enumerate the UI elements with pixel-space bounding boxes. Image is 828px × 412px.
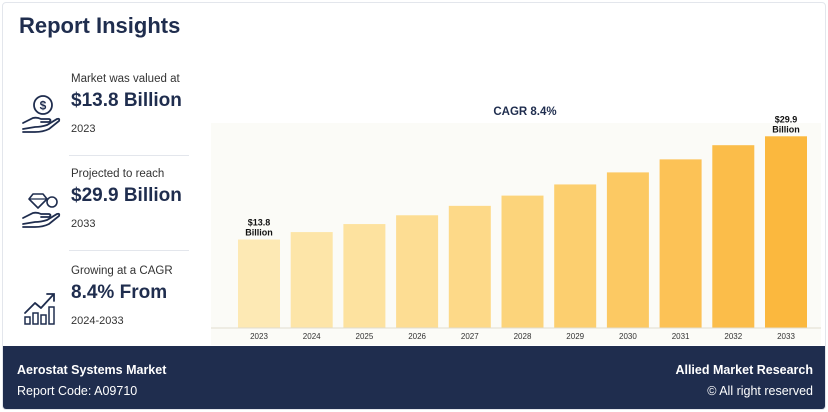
brand-name: Allied Market Research (675, 363, 813, 377)
report-name: Aerostat Systems Market (17, 363, 167, 377)
x-tick-label: 2027 (461, 332, 479, 341)
stat-projected-value: Projected to reach $29.9 Billion 2033 (19, 168, 189, 258)
divider (69, 250, 189, 251)
divider (69, 155, 189, 156)
bar-2024 (290, 232, 333, 328)
x-tick-label: 2030 (619, 332, 637, 341)
bar-2026 (396, 215, 439, 328)
x-tick-label: 2028 (514, 332, 532, 341)
stat-value: $29.9 Billion (71, 185, 182, 206)
money-hand-icon: $ (22, 95, 61, 133)
x-tick-label: 2025 (356, 332, 374, 341)
stat-label: Growing at a CAGR (71, 265, 173, 277)
x-tick-label: 2029 (566, 332, 584, 341)
bar-2030 (606, 172, 649, 328)
bar-2027 (448, 205, 491, 328)
bar-chart: CAGR 8.4% 2023 2024 2025 2026 2027 2028 2029 20… (211, 106, 821, 341)
page-title: Report Insights (19, 13, 181, 38)
x-tick-label: 2023 (250, 332, 268, 341)
chart-title: CAGR 8.4% (493, 106, 556, 118)
bar-2028 (501, 195, 544, 328)
stat-year: 2024-2033 (71, 315, 124, 327)
x-tick-label: 2024 (303, 332, 321, 341)
stat-label: Market was valued at (71, 73, 180, 85)
x-tick-label: 2031 (672, 332, 690, 341)
stat-year: 2023 (71, 123, 96, 135)
x-tick-label: 2026 (408, 332, 426, 341)
growth-bars-icon (24, 293, 55, 325)
data-label: Billion (245, 228, 273, 238)
stat-market-value: $ Market was valued at $13.8 Billion 202… (19, 73, 189, 163)
bar-2032 (712, 145, 755, 328)
stat-cagr: Growing at a CAGR 8.4% From 2024-2033 (19, 265, 189, 355)
stat-year: 2033 (71, 218, 96, 230)
footer-bar: Aerostat Systems Market Report Code: A09… (3, 346, 825, 409)
bar-2025 (343, 224, 386, 328)
stat-value: $13.8 Billion (71, 90, 182, 111)
x-tick-label: 2032 (724, 332, 742, 341)
bar-2023 (238, 239, 280, 328)
bar-2033 (765, 136, 807, 328)
stat-label: Projected to reach (71, 168, 165, 180)
stat-value: 8.4% From (71, 282, 168, 303)
diamond-hand-icon (22, 193, 61, 228)
x-tick-label: 2033 (777, 332, 795, 341)
data-label: $13.8 (248, 218, 271, 228)
copyright: © All right reserved (707, 384, 813, 398)
data-label: Billion (772, 124, 800, 134)
svg-text:$: $ (40, 99, 47, 113)
bar-2031 (659, 159, 702, 328)
bar-2029 (554, 184, 597, 328)
report-code: Report Code: A09710 (17, 384, 138, 398)
data-label: $29.9 (775, 114, 798, 124)
